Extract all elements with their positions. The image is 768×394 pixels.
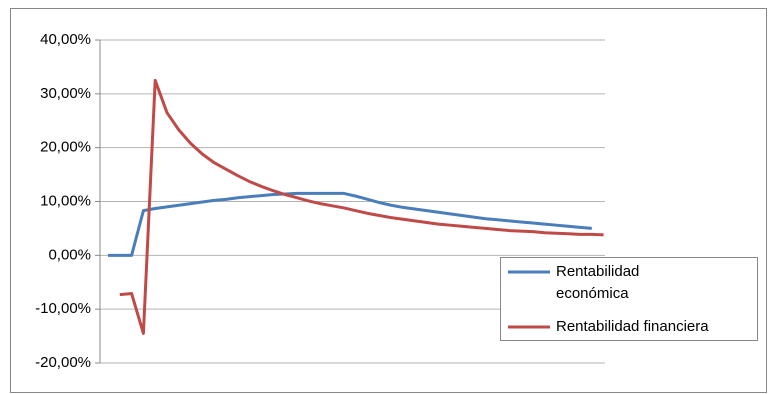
y-tick-label: 30,00% — [40, 85, 91, 102]
y-tick-label: 0,00% — [48, 246, 91, 263]
y-tick-label: -20,00% — [35, 354, 91, 371]
series-line — [119, 78, 604, 335]
y-tick-label: 40,00% — [40, 31, 91, 48]
legend-label: Rentabilidad financiera — [556, 318, 709, 335]
series-line — [108, 191, 592, 257]
y-tick-label: -10,00% — [35, 300, 91, 317]
y-tick-label: 10,00% — [40, 192, 91, 209]
legend-label: Rentabilidad económica — [556, 263, 639, 302]
y-tick-label: 20,00% — [40, 139, 91, 156]
